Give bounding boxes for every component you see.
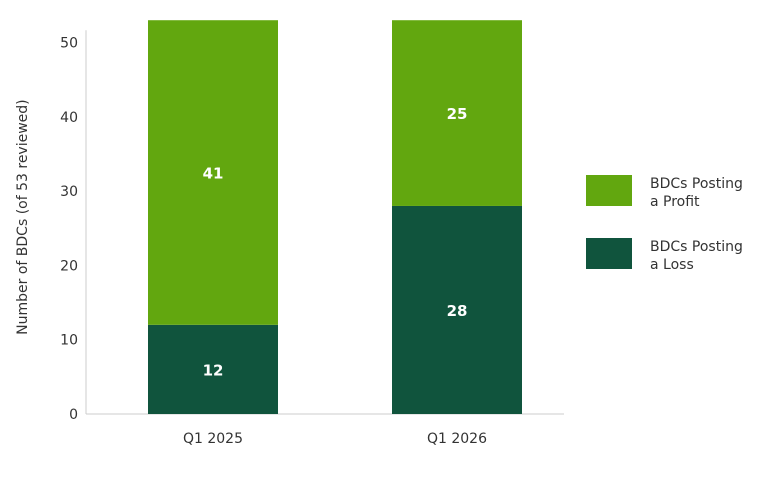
x-tick-label: Q1 2026: [427, 431, 487, 447]
bar-value-label: 12: [203, 361, 224, 379]
bar-value-label: 41: [203, 165, 224, 183]
legend-swatch: [586, 175, 632, 206]
legend-label: BDCs Posting a Loss: [650, 239, 743, 273]
bar-segment-bdcs-posting-a-profit: [392, 20, 522, 206]
y-tick-label: 50: [60, 36, 78, 52]
y-tick-label: 10: [60, 333, 78, 349]
y-tick-label: 20: [60, 258, 78, 274]
x-tick-label: Q1 2025: [183, 431, 243, 447]
bar-segment-bdcs-posting-a-loss: [148, 324, 278, 414]
legend-label: BDCs Posting a Profit: [650, 176, 743, 210]
y-tick-label: 30: [60, 184, 78, 200]
bar-segment-bdcs-posting-a-profit: [148, 20, 278, 325]
y-axis-ticks: 0 10 20 30 40 50: [60, 36, 78, 424]
y-axis-title: Number of BDCs (of 53 reviewed): [15, 99, 31, 334]
legend-swatch: [586, 238, 632, 269]
bars-group: 12 41 28 25: [148, 20, 522, 414]
bar-value-label: 25: [447, 105, 468, 123]
bar-value-label: 28: [447, 302, 468, 320]
y-tick-label: 0: [69, 407, 78, 423]
legend: BDCs Posting a Profit BDCs Posting a Loss: [586, 175, 743, 273]
bar-segment-bdcs-posting-a-loss: [392, 205, 522, 414]
y-tick-label: 40: [60, 110, 78, 126]
x-axis-ticks: Q1 2025 Q1 2026: [183, 431, 487, 447]
